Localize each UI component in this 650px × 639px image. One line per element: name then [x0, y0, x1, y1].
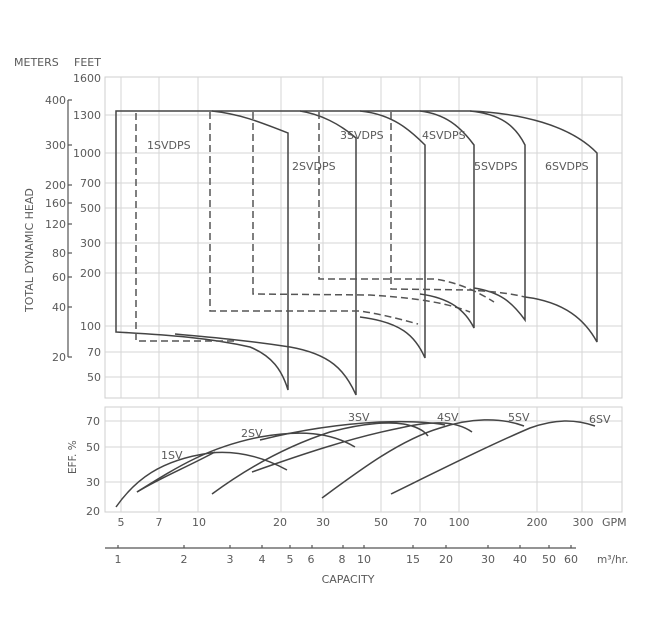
svg-text:6: 6	[308, 553, 315, 566]
svg-text:200: 200	[527, 516, 548, 529]
svg-text:300: 300	[45, 139, 66, 152]
head-series-labels: 1SVDPS 2SVDPS 3SVDPS 4SVDPS 5SVDPS 6SVDP…	[147, 129, 589, 173]
svg-text:4: 4	[259, 553, 266, 566]
label-4sv: 4SV	[437, 411, 459, 424]
eff-axis-ticks: 70 50 30 20	[86, 415, 100, 518]
m3hr-axis: 1 2 3 4 5 6 8 10 15 20 30 40 50 60 m³/hr…	[105, 545, 628, 566]
svg-text:40: 40	[513, 553, 527, 566]
svg-text:2: 2	[181, 553, 188, 566]
feet-axis-ticks: 1600 1300 1000 700 500 300 200 100 70 50	[73, 72, 101, 384]
svg-text:100: 100	[80, 320, 101, 333]
label-3svdps: 3SVDPS	[340, 129, 384, 142]
label-1svdps: 1SVDPS	[147, 139, 191, 152]
gpm-axis: 5 7 10 20 30 50 70 100 200 300 GPM	[118, 516, 627, 529]
svg-text:120: 120	[45, 218, 66, 231]
label-2svdps: 2SVDPS	[292, 160, 336, 173]
svg-text:50: 50	[87, 371, 101, 384]
svg-text:1: 1	[115, 553, 122, 566]
svg-text:5: 5	[287, 553, 294, 566]
head-axis-title: TOTAL DYNAMIC HEAD	[23, 188, 36, 313]
svg-text:70: 70	[87, 346, 101, 359]
meters-axis: 400 300 200 160 120 80 60 40 20	[45, 94, 72, 364]
svg-text:200: 200	[80, 267, 101, 280]
svg-text:20: 20	[86, 505, 100, 518]
svg-text:40: 40	[52, 301, 66, 314]
head-grid	[104, 76, 623, 399]
svg-text:3: 3	[227, 553, 234, 566]
svg-text:15: 15	[406, 553, 420, 566]
eff-series-labels: 1SV 2SV 3SV 4SV 5SV 6SV	[161, 411, 611, 462]
svg-text:60: 60	[52, 271, 66, 284]
label-5sv: 5SV	[508, 411, 530, 424]
eff-grid	[104, 406, 623, 513]
svg-text:70: 70	[413, 516, 427, 529]
svg-text:300: 300	[80, 237, 101, 250]
label-5svdps: 5SVDPS	[474, 160, 518, 173]
label-6svdps: 6SVDPS	[545, 160, 589, 173]
m3hr-unit-label: m³/hr.	[597, 554, 628, 566]
svg-text:1300: 1300	[73, 109, 101, 122]
gpm-unit-label: GPM	[602, 516, 627, 529]
svg-text:70: 70	[86, 415, 100, 428]
svg-text:7: 7	[156, 516, 163, 529]
svg-text:30: 30	[481, 553, 495, 566]
label-1sv: 1SV	[161, 449, 183, 462]
svg-text:700: 700	[80, 177, 101, 190]
svg-text:1600: 1600	[73, 72, 101, 85]
svg-text:50: 50	[542, 553, 556, 566]
svg-text:20: 20	[52, 351, 66, 364]
svg-text:30: 30	[86, 476, 100, 489]
svg-text:10: 10	[357, 553, 371, 566]
label-6sv: 6SV	[589, 413, 611, 426]
label-4svdps: 4SVDPS	[422, 129, 466, 142]
svg-text:60: 60	[564, 553, 578, 566]
svg-text:8: 8	[339, 553, 346, 566]
feet-unit-label: FEET	[74, 56, 101, 69]
svg-text:50: 50	[86, 441, 100, 454]
meters-unit-label: METERS	[14, 56, 59, 69]
svg-text:30: 30	[316, 516, 330, 529]
svg-text:20: 20	[273, 516, 287, 529]
svg-text:100: 100	[449, 516, 470, 529]
svg-text:50: 50	[374, 516, 388, 529]
label-3sv: 3SV	[348, 411, 370, 424]
eff-curves	[115, 419, 596, 508]
svg-text:400: 400	[45, 94, 66, 107]
svg-text:10: 10	[192, 516, 206, 529]
svg-text:5: 5	[118, 516, 125, 529]
svg-text:200: 200	[45, 179, 66, 192]
capacity-axis-title: CAPACITY	[322, 573, 375, 586]
head-curves	[115, 110, 598, 396]
eff-axis-title: EFF. %	[67, 440, 79, 474]
svg-text:160: 160	[45, 197, 66, 210]
label-2sv: 2SV	[241, 427, 263, 440]
svg-text:80: 80	[52, 247, 66, 260]
svg-text:500: 500	[80, 202, 101, 215]
svg-text:1000: 1000	[73, 147, 101, 160]
svg-text:20: 20	[439, 553, 453, 566]
svg-text:300: 300	[573, 516, 594, 529]
